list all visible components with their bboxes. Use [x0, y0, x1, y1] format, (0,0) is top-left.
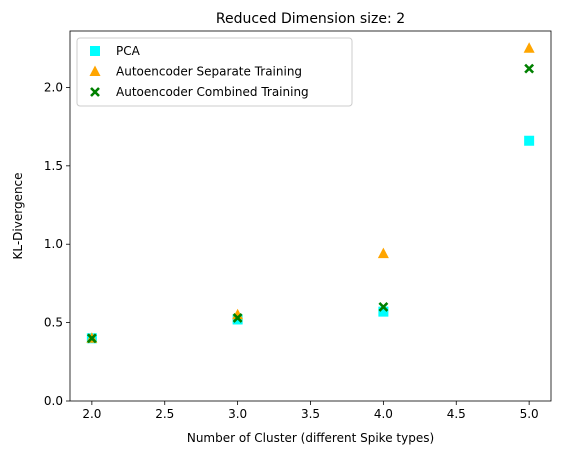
legend-label: PCA: [116, 44, 141, 58]
legend: PCA Autoencoder Separate Training Autoenco…: [76, 37, 353, 107]
data-point-square: [378, 306, 389, 317]
y-tick-label: 0.0: [44, 394, 63, 408]
y-axis-label: KL-Divergence: [11, 172, 25, 259]
data-point-square: [524, 135, 535, 146]
data-point-x: [378, 302, 389, 312]
series-x-points: [86, 63, 535, 344]
plot-area-frame: [69, 30, 552, 402]
legend-marker-square: [90, 46, 100, 56]
x-axis-ticks: 2.0 2.5 3.0 3.5 4.0 4.5 5.0: [82, 401, 539, 421]
x-axis-label: Number of Cluster (different Spike types…: [187, 431, 434, 445]
x-tick-label: 4.5: [447, 407, 466, 421]
data-point-x: [524, 63, 535, 74]
x-tick-label: 2.0: [82, 407, 101, 421]
data-point-triangle: [523, 42, 535, 53]
data-points: [86, 42, 535, 344]
y-axis-ticks: 0.0 0.5 1.0 1.5 2.0: [44, 80, 70, 408]
y-tick-label: 2.0: [44, 80, 63, 94]
y-tick-label: 0.5: [44, 316, 63, 330]
y-tick-label: 1.5: [44, 159, 63, 173]
x-tick-label: 2.5: [155, 407, 174, 421]
x-tick-label: 3.5: [301, 407, 320, 421]
y-tick-label: 1.0: [44, 237, 63, 251]
data-point-x: [232, 312, 243, 323]
x-tick-label: 4.0: [374, 407, 393, 421]
data-point-x: [86, 333, 97, 344]
legend-label: Autoencoder Combined Training: [116, 85, 309, 99]
legend-marker-triangle: [89, 65, 101, 76]
x-tick-label: 5.0: [520, 407, 539, 421]
legend-marker-x: [90, 87, 100, 97]
legend-label: Autoencoder Separate Training: [116, 65, 302, 79]
legend-box: [76, 37, 353, 107]
x-tick-label: 3.0: [228, 407, 247, 421]
data-point-triangle: [377, 247, 389, 259]
chart-title: Reduced Dimension size: 2: [216, 11, 405, 27]
